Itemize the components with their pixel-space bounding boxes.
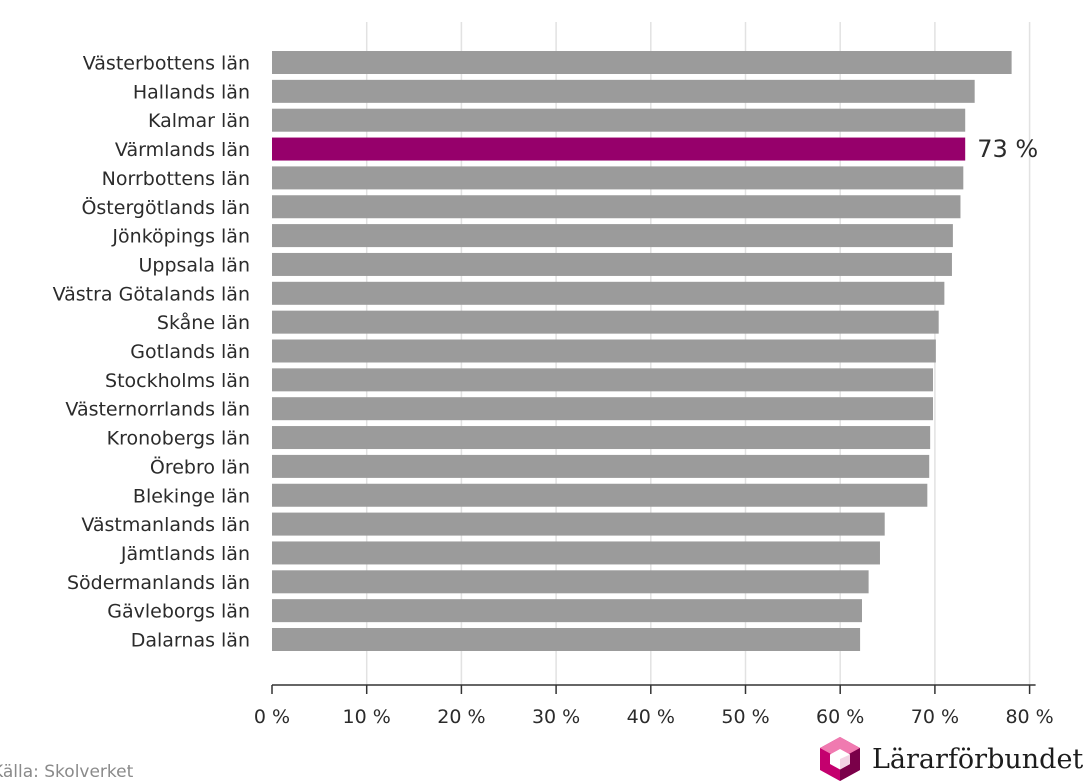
data-label: 73 % bbox=[977, 135, 1038, 163]
category-label: Västerbottens län bbox=[83, 53, 250, 75]
category-label: Södermanlands län bbox=[67, 572, 250, 594]
lararforbundet-cube-logo-icon bbox=[820, 737, 860, 781]
bar bbox=[272, 397, 934, 421]
bar bbox=[272, 166, 964, 190]
bar bbox=[272, 541, 880, 565]
logo: Lärarförbundet bbox=[818, 736, 1083, 782]
bar bbox=[272, 368, 934, 392]
logo-text: Lärarförbundet bbox=[872, 743, 1084, 775]
x-tick-label: 80 % bbox=[1005, 706, 1053, 728]
category-label: Kronobergs län bbox=[107, 428, 250, 450]
bar-highlighted bbox=[272, 137, 966, 161]
bars bbox=[272, 51, 1012, 651]
category-label: Jönköpings län bbox=[111, 226, 250, 248]
x-axis: 0 % 10 % 20 % 30 % 40 % 50 % 60 % 70 % 80 % bbox=[254, 684, 1054, 728]
category-label: Kalmar län bbox=[148, 110, 250, 132]
bar bbox=[272, 310, 939, 334]
category-label: Östergötlands län bbox=[81, 196, 250, 219]
category-label: Blekinge län bbox=[133, 485, 250, 507]
bar bbox=[272, 51, 1012, 74]
x-tick-label: 70 % bbox=[911, 706, 959, 728]
bar bbox=[272, 628, 861, 651]
category-label: Uppsala län bbox=[139, 254, 251, 276]
category-label: Jämtlands län bbox=[120, 543, 250, 565]
bar bbox=[272, 339, 936, 363]
bar bbox=[272, 599, 862, 623]
x-tick-label: 20 % bbox=[437, 706, 485, 728]
x-tick-label: 0 % bbox=[254, 706, 290, 728]
category-label: Västmanlands län bbox=[81, 514, 250, 536]
data-labels: 73 % bbox=[977, 135, 1038, 163]
bar bbox=[272, 426, 931, 450]
category-labels: Västerbottens län Hallands län Kalmar län V… bbox=[53, 53, 250, 652]
bar bbox=[272, 224, 953, 248]
x-tick-label: 60 % bbox=[816, 706, 864, 728]
bar bbox=[272, 570, 869, 594]
bar bbox=[272, 483, 928, 507]
x-tick-label: 50 % bbox=[721, 706, 769, 728]
bar bbox=[272, 195, 961, 219]
bar bbox=[272, 108, 966, 132]
bar bbox=[272, 281, 945, 305]
category-label: Västernorrlands län bbox=[65, 399, 250, 421]
x-tick-label: 30 % bbox=[532, 706, 580, 728]
category-label: Stockholms län bbox=[105, 370, 250, 392]
x-tick-label: 10 % bbox=[343, 706, 391, 728]
bar bbox=[272, 252, 952, 276]
category-label: Västra Götalands län bbox=[53, 283, 250, 305]
category-label: Dalarnas län bbox=[131, 630, 250, 652]
bar bbox=[272, 79, 975, 103]
category-label: Värmlands län bbox=[115, 139, 250, 161]
category-label: Hallands län bbox=[133, 81, 250, 103]
x-tick-label: 40 % bbox=[627, 706, 675, 728]
bar bbox=[272, 454, 930, 478]
category-label: Norrbottens län bbox=[102, 168, 250, 190]
category-label: Skåne län bbox=[157, 311, 250, 334]
category-label: Gävleborgs län bbox=[107, 601, 250, 623]
category-label: Gotlands län bbox=[130, 341, 250, 363]
bar-chart: Västerbottens län Hallands län Kalmar län V… bbox=[53, 22, 1054, 728]
bar bbox=[272, 512, 885, 536]
category-label: Örebro län bbox=[150, 455, 250, 478]
source-note: Källa: Skolverket bbox=[0, 762, 134, 782]
